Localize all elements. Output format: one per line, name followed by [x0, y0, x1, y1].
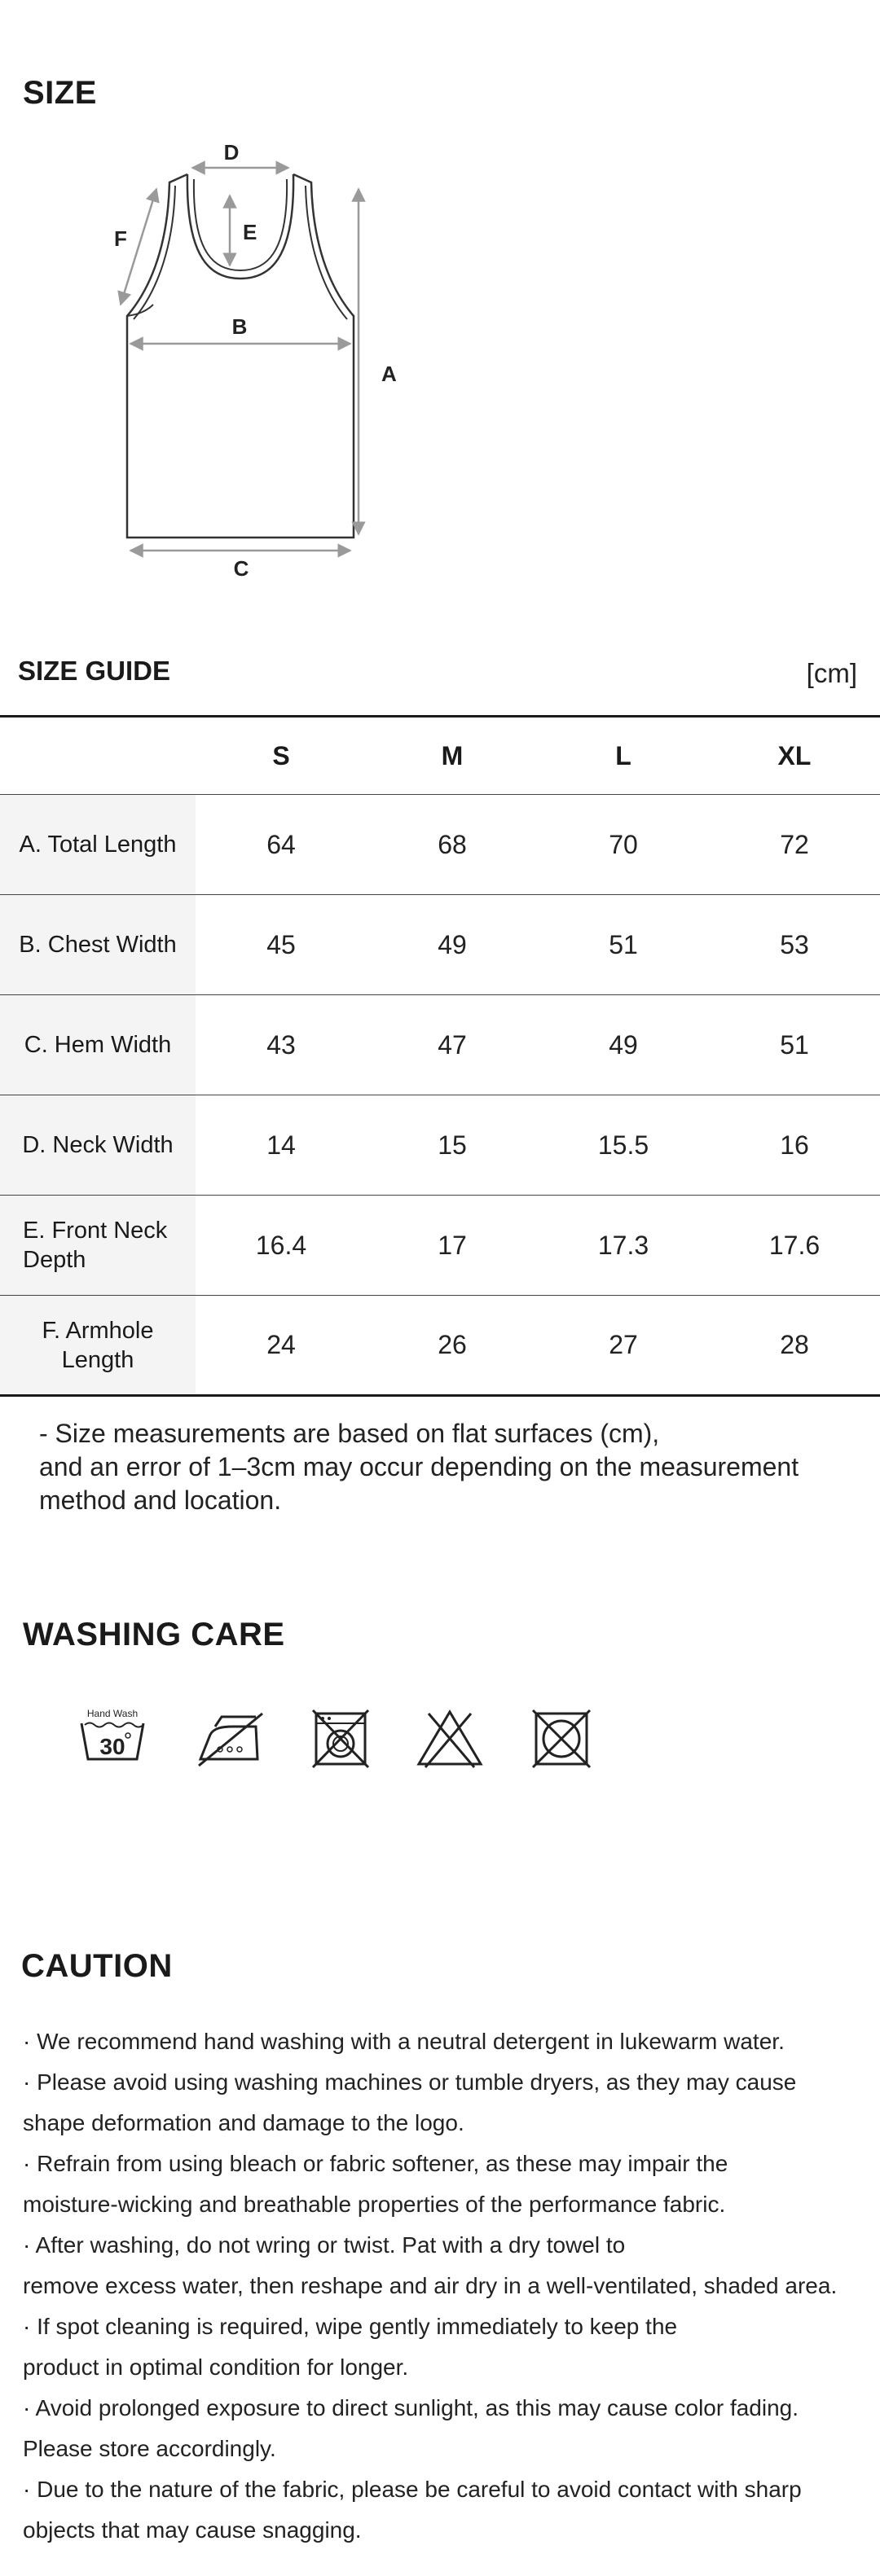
washing-care-title: WASHING CARE [23, 1617, 285, 1652]
caution-line: · Due to the nature of the fabric, pleas… [23, 2477, 802, 2502]
table-header-row: S M L XL [0, 715, 880, 795]
table-cell: 16 [780, 1130, 809, 1160]
table-cell: 49 [609, 1029, 638, 1060]
do-not-iron-icon [198, 1712, 263, 1767]
table-cell: 17 [438, 1230, 467, 1260]
size-guide-table: S M L XL A. Total Length 64 68 70 72 B. … [0, 715, 880, 1397]
column-header: S [196, 715, 367, 795]
table-cell: 64 [266, 829, 296, 859]
caution-line: · Avoid prolonged exposure to direct sun… [23, 2395, 799, 2420]
caution-title: CAUTION [21, 1948, 173, 1984]
table-row: B. Chest Width 45 49 51 53 [0, 894, 880, 995]
note-line: method and location. [39, 1485, 282, 1515]
label-f: F [114, 226, 127, 251]
caution-line: moisture-wicking and breathable properti… [23, 2192, 726, 2217]
table-cell: 27 [609, 1330, 638, 1359]
table-cell: 16.4 [255, 1230, 307, 1260]
size-guide-unit: [cm] [806, 658, 857, 688]
label-d: D [224, 140, 240, 165]
table-cell: 15 [438, 1130, 467, 1160]
label-a: A [381, 362, 397, 386]
table-row: E. Front Neck Depth 16.4 17 17.3 17.6 [0, 1195, 880, 1296]
caution-line: · Refrain from using bleach or fabric so… [23, 2151, 728, 2176]
column-header: XL [709, 715, 880, 795]
table-cell: 17.3 [597, 1230, 649, 1260]
table-cell: 51 [780, 1029, 809, 1060]
label-e: E [243, 220, 257, 244]
table-cell: 51 [609, 929, 638, 959]
care-icons-row: Hand Wash 30 [80, 1709, 592, 1769]
table-cell: 15.5 [597, 1130, 649, 1160]
table-cell: 53 [780, 929, 809, 959]
table-cell: 47 [438, 1029, 467, 1060]
table-cell: 28 [780, 1330, 809, 1359]
column-header: L [538, 715, 709, 795]
caution-line: remove excess water, then reshape and ai… [23, 2273, 838, 2298]
table-row: F. Armhole Length 24 26 27 28 [0, 1295, 880, 1396]
column-header: M [367, 715, 538, 795]
caution-line: Please store accordingly. [23, 2436, 276, 2461]
hand-wash-label: Hand Wash [87, 1709, 138, 1719]
row-label: B. Chest Width [0, 894, 196, 995]
row-label: D. Neck Width [0, 1095, 196, 1196]
row-label: A. Total Length [0, 794, 196, 895]
do-not-bleach-icon [416, 1709, 483, 1768]
caution-line: · Please avoid using washing machines or… [23, 2069, 797, 2095]
row-label: F. Armhole Length [0, 1295, 196, 1396]
do-not-tumble-dry-icon [531, 1709, 592, 1769]
tank-top-outline [125, 173, 355, 539]
table-cell: 24 [266, 1330, 296, 1359]
header-blank-cell [0, 715, 196, 795]
table-cell: 68 [438, 829, 467, 859]
table-row: C. Hem Width 43 47 49 51 [0, 994, 880, 1095]
hand-wash-30-icon: Hand Wash 30 [80, 1709, 145, 1761]
caution-line: shape deformation and damage to the logo… [23, 2110, 464, 2135]
label-c: C [234, 556, 249, 581]
table-cell: 49 [438, 929, 467, 959]
table-cell: 43 [266, 1029, 296, 1060]
measure-f-arrow [117, 187, 160, 306]
caution-line: · If spot cleaning is required, wipe gen… [23, 2314, 678, 2339]
table-cell: 14 [266, 1130, 296, 1160]
row-label: C. Hem Width [0, 994, 196, 1095]
table-row: A. Total Length 64 68 70 72 [0, 794, 880, 895]
measurement-note: - Size measurements are based on flat su… [39, 1417, 854, 1517]
size-section-title: SIZE [23, 75, 97, 111]
caution-line: product in optimal condition for longer. [23, 2354, 409, 2380]
table-cell: 45 [266, 929, 296, 959]
table-cell: 70 [609, 829, 638, 859]
label-b: B [232, 314, 248, 339]
table-cell: 26 [438, 1330, 467, 1359]
hand-wash-temp: 30 [99, 1734, 125, 1759]
caution-line: · After washing, do not wring or twist. … [23, 2232, 626, 2258]
row-label: E. Front Neck Depth [0, 1195, 196, 1296]
note-line: - Size measurements are based on flat su… [39, 1419, 660, 1448]
caution-line: objects that may cause snagging. [23, 2517, 362, 2543]
do-not-machine-wash-icon [311, 1709, 370, 1769]
size-guide-title: SIZE GUIDE [18, 656, 171, 686]
table-cell: 17.6 [768, 1230, 821, 1260]
table-row: D. Neck Width 14 15 15.5 16 [0, 1095, 880, 1196]
tank-top-diagram: D E F B A C [114, 140, 397, 581]
caution-text: · We recommend hand washing with a neutr… [23, 2021, 862, 2551]
note-line: and an error of 1–3cm may occur dependin… [39, 1452, 799, 1481]
table-cell: 72 [780, 829, 809, 859]
caution-line: · We recommend hand washing with a neutr… [23, 2029, 785, 2054]
